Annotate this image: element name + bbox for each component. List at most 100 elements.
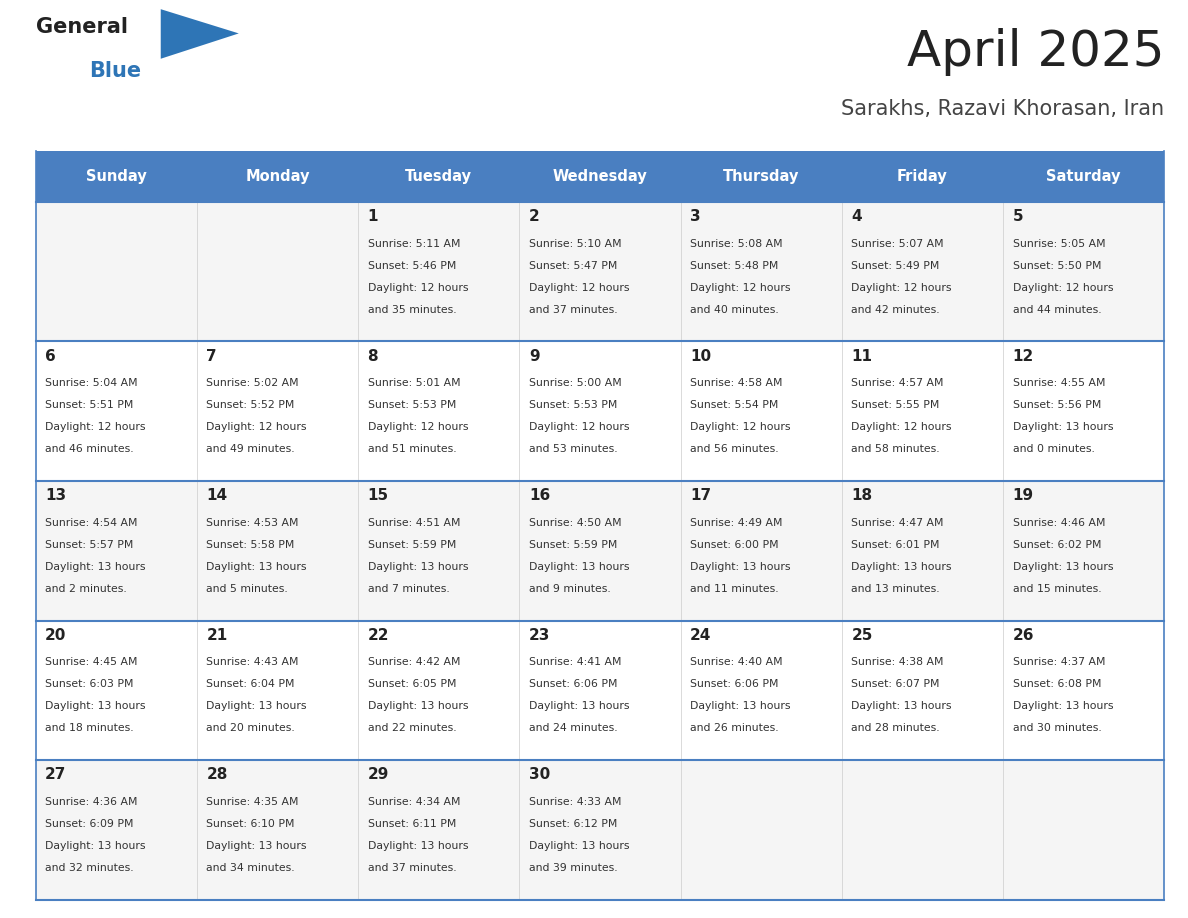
Text: Daylight: 13 hours: Daylight: 13 hours (207, 701, 307, 711)
Text: Sunday: Sunday (86, 169, 146, 185)
Text: Daylight: 13 hours: Daylight: 13 hours (1012, 422, 1113, 432)
Text: and 30 minutes.: and 30 minutes. (1012, 723, 1101, 733)
Text: and 2 minutes.: and 2 minutes. (45, 584, 127, 594)
Text: and 9 minutes.: and 9 minutes. (529, 584, 611, 594)
Text: Sunset: 5:50 PM: Sunset: 5:50 PM (1012, 261, 1101, 271)
Text: Sunset: 5:53 PM: Sunset: 5:53 PM (367, 400, 456, 410)
Text: Daylight: 13 hours: Daylight: 13 hours (1012, 562, 1113, 572)
Text: Sunrise: 4:46 AM: Sunrise: 4:46 AM (1012, 518, 1105, 528)
Text: and 24 minutes.: and 24 minutes. (529, 723, 618, 733)
Text: 16: 16 (529, 488, 550, 503)
Text: Sunset: 5:49 PM: Sunset: 5:49 PM (852, 261, 940, 271)
Text: Daylight: 12 hours: Daylight: 12 hours (690, 422, 790, 432)
Text: Sunrise: 4:57 AM: Sunrise: 4:57 AM (852, 378, 943, 388)
Text: 5: 5 (1012, 209, 1023, 224)
Text: Daylight: 13 hours: Daylight: 13 hours (690, 562, 790, 572)
Text: Daylight: 13 hours: Daylight: 13 hours (1012, 701, 1113, 711)
Text: Sunrise: 4:38 AM: Sunrise: 4:38 AM (852, 657, 943, 667)
Text: Sunrise: 4:34 AM: Sunrise: 4:34 AM (367, 797, 460, 807)
Text: 15: 15 (367, 488, 388, 503)
Text: Sunset: 5:47 PM: Sunset: 5:47 PM (529, 261, 618, 271)
Text: Sunset: 6:07 PM: Sunset: 6:07 PM (852, 679, 940, 689)
Text: and 39 minutes.: and 39 minutes. (529, 863, 618, 873)
Text: Sunset: 6:12 PM: Sunset: 6:12 PM (529, 819, 618, 829)
Text: 6: 6 (45, 349, 56, 364)
Text: 20: 20 (45, 628, 67, 643)
Text: Daylight: 12 hours: Daylight: 12 hours (367, 422, 468, 432)
Text: Saturday: Saturday (1047, 169, 1120, 185)
Text: Sunset: 6:02 PM: Sunset: 6:02 PM (1012, 540, 1101, 550)
Text: and 26 minutes.: and 26 minutes. (690, 723, 778, 733)
Text: Sunrise: 4:36 AM: Sunrise: 4:36 AM (45, 797, 138, 807)
Polygon shape (160, 9, 239, 59)
Text: and 32 minutes.: and 32 minutes. (45, 863, 134, 873)
Text: Sunset: 6:00 PM: Sunset: 6:00 PM (690, 540, 778, 550)
Text: Sunset: 6:11 PM: Sunset: 6:11 PM (367, 819, 456, 829)
Text: Sunrise: 4:55 AM: Sunrise: 4:55 AM (1012, 378, 1105, 388)
Text: Sunrise: 5:11 AM: Sunrise: 5:11 AM (367, 239, 460, 249)
Text: Daylight: 13 hours: Daylight: 13 hours (45, 841, 146, 851)
Text: 11: 11 (852, 349, 872, 364)
Text: Daylight: 12 hours: Daylight: 12 hours (690, 283, 790, 293)
Text: Sunset: 6:08 PM: Sunset: 6:08 PM (1012, 679, 1101, 689)
Text: Sunset: 5:48 PM: Sunset: 5:48 PM (690, 261, 778, 271)
Text: Sunset: 6:06 PM: Sunset: 6:06 PM (690, 679, 778, 689)
Text: Sunrise: 4:58 AM: Sunrise: 4:58 AM (690, 378, 783, 388)
Text: 21: 21 (207, 628, 228, 643)
Text: and 7 minutes.: and 7 minutes. (367, 584, 449, 594)
Text: and 40 minutes.: and 40 minutes. (690, 305, 779, 315)
Text: and 20 minutes.: and 20 minutes. (207, 723, 295, 733)
Text: and 13 minutes.: and 13 minutes. (852, 584, 940, 594)
Text: 12: 12 (1012, 349, 1034, 364)
Text: Sunrise: 4:53 AM: Sunrise: 4:53 AM (207, 518, 299, 528)
Text: Sunset: 5:58 PM: Sunset: 5:58 PM (207, 540, 295, 550)
Text: Daylight: 12 hours: Daylight: 12 hours (1012, 283, 1113, 293)
Text: Sunset: 6:06 PM: Sunset: 6:06 PM (529, 679, 618, 689)
Text: Sunset: 5:55 PM: Sunset: 5:55 PM (852, 400, 940, 410)
Text: 18: 18 (852, 488, 872, 503)
Text: and 35 minutes.: and 35 minutes. (367, 305, 456, 315)
Text: 30: 30 (529, 767, 550, 782)
Text: Sunset: 6:04 PM: Sunset: 6:04 PM (207, 679, 295, 689)
Text: 28: 28 (207, 767, 228, 782)
Text: and 49 minutes.: and 49 minutes. (207, 444, 295, 454)
Text: Daylight: 12 hours: Daylight: 12 hours (852, 422, 952, 432)
Text: Sunset: 5:59 PM: Sunset: 5:59 PM (529, 540, 618, 550)
Text: Blue: Blue (89, 61, 141, 81)
Text: 25: 25 (852, 628, 873, 643)
Text: Sunrise: 4:54 AM: Sunrise: 4:54 AM (45, 518, 138, 528)
Text: 8: 8 (367, 349, 378, 364)
Text: Thursday: Thursday (723, 169, 800, 185)
Text: Daylight: 13 hours: Daylight: 13 hours (367, 841, 468, 851)
Text: 29: 29 (367, 767, 388, 782)
Text: Sunrise: 5:05 AM: Sunrise: 5:05 AM (1012, 239, 1105, 249)
Text: 26: 26 (1012, 628, 1034, 643)
Text: Sunrise: 4:49 AM: Sunrise: 4:49 AM (690, 518, 783, 528)
Text: Sunset: 5:52 PM: Sunset: 5:52 PM (207, 400, 295, 410)
Text: 24: 24 (690, 628, 712, 643)
Text: and 37 minutes.: and 37 minutes. (529, 305, 618, 315)
Text: 17: 17 (690, 488, 712, 503)
Text: Daylight: 13 hours: Daylight: 13 hours (529, 562, 630, 572)
Text: and 15 minutes.: and 15 minutes. (1012, 584, 1101, 594)
Text: Daylight: 13 hours: Daylight: 13 hours (45, 562, 146, 572)
Text: and 0 minutes.: and 0 minutes. (1012, 444, 1094, 454)
Text: Daylight: 13 hours: Daylight: 13 hours (529, 841, 630, 851)
Text: 10: 10 (690, 349, 712, 364)
Text: Daylight: 13 hours: Daylight: 13 hours (45, 701, 146, 711)
Text: and 56 minutes.: and 56 minutes. (690, 444, 778, 454)
Text: Sunrise: 4:40 AM: Sunrise: 4:40 AM (690, 657, 783, 667)
Text: Sunrise: 5:02 AM: Sunrise: 5:02 AM (207, 378, 299, 388)
Text: Sunrise: 4:42 AM: Sunrise: 4:42 AM (367, 657, 460, 667)
Text: Sunrise: 5:04 AM: Sunrise: 5:04 AM (45, 378, 138, 388)
Text: and 42 minutes.: and 42 minutes. (852, 305, 940, 315)
Text: April 2025: April 2025 (906, 28, 1164, 76)
Text: Daylight: 12 hours: Daylight: 12 hours (529, 422, 630, 432)
Text: Sunset: 6:09 PM: Sunset: 6:09 PM (45, 819, 133, 829)
Text: 23: 23 (529, 628, 550, 643)
Text: 19: 19 (1012, 488, 1034, 503)
Text: and 51 minutes.: and 51 minutes. (367, 444, 456, 454)
Text: Sarakhs, Razavi Khorasan, Iran: Sarakhs, Razavi Khorasan, Iran (841, 99, 1164, 119)
Text: Daylight: 13 hours: Daylight: 13 hours (852, 701, 952, 711)
Text: Sunrise: 4:47 AM: Sunrise: 4:47 AM (852, 518, 943, 528)
